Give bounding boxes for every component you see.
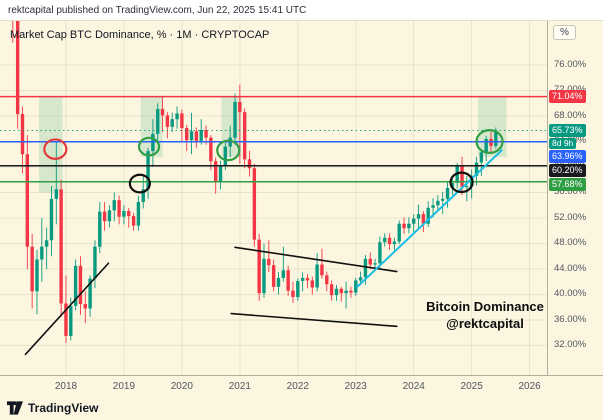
price-level-label: 63.96% <box>549 149 586 163</box>
attribution-bar: rektcapital published on TradingView.com… <box>0 0 603 21</box>
y-axis-tick: 72.00% <box>554 84 586 95</box>
price-axis[interactable]: % 76.00%72.00%68.00%64.00%60.00%56.00%52… <box>547 21 603 375</box>
time-axis[interactable]: 2018 2019 2020 2021 2022 2023 2024 2025 2026 <box>0 375 603 397</box>
x-axis-year-label: 2022 <box>286 381 309 392</box>
x-axis-year-label: 2025 <box>460 381 483 392</box>
price-level-label: 57.68% <box>549 177 586 191</box>
y-axis-tick: 32.00% <box>554 339 587 351</box>
chart-annotation: Bitcoin Dominance @rektcapital <box>413 299 557 333</box>
x-axis-year-label: 2024 <box>402 381 425 392</box>
y-axis-tick: 36.00% <box>554 313 587 325</box>
annotation-line2: @rektcapital <box>446 315 524 331</box>
footer: TradingView <box>7 399 98 417</box>
candlestick-plot[interactable] <box>0 21 547 375</box>
x-axis-year-label: 2026 <box>518 381 541 392</box>
y-axis-tick: 44.00% <box>554 262 587 274</box>
y-axis-tick: 76.00% <box>554 58 587 70</box>
x-axis-year-label: 2021 <box>228 381 251 392</box>
x-axis-year-label: 2023 <box>344 381 367 392</box>
annotation-line1: Bitcoin Dominance <box>426 299 544 314</box>
price-level-label: 65.73% <box>549 123 586 137</box>
attribution-text: rektcapital published on TradingView.com… <box>8 5 307 16</box>
chart-title: Market Cap BTC Dominance, % · 1M · CRYPT… <box>10 29 270 41</box>
x-axis-year-label: 2020 <box>170 381 193 392</box>
tradingview-logo-icon[interactable] <box>7 401 23 415</box>
y-axis-tick: 52.00% <box>554 211 587 223</box>
price-level-label: 60.20% <box>549 163 586 177</box>
y-axis-tick: 48.00% <box>554 237 587 249</box>
x-axis-year-label: 2018 <box>54 381 78 392</box>
x-axis-year-label: 2019 <box>112 381 136 392</box>
tradingview-logo-text[interactable]: TradingView <box>28 401 99 415</box>
y-axis-tick: 68.00% <box>554 109 587 121</box>
bar-close-countdown-label: 8d 9h <box>549 137 577 149</box>
percent-scale-button[interactable]: % <box>553 25 576 40</box>
price-level-label: 71.04% <box>549 90 586 104</box>
y-axis-tick: 56.00% <box>554 186 587 198</box>
y-axis-tick: 40.00% <box>554 288 587 300</box>
